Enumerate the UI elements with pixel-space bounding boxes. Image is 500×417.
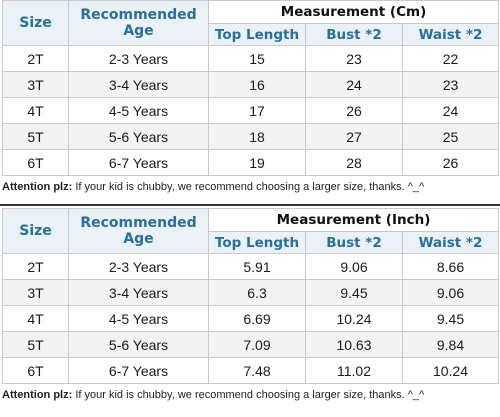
header-measurement: Measurement (Inch) [208,208,499,232]
header-bust: Bust *2 [305,231,403,254]
header-waist: Waist *2 [401,23,500,46]
header-bust: Bust *2 [305,23,403,46]
cell-size: 3T [2,71,69,98]
cell-age: 6-7 Years [68,149,209,176]
table-row: 2T 2-3 Years 5.91 9.06 8.66 [2,253,499,280]
cell-size: 6T [2,149,69,176]
cell-size: 3T [2,279,69,306]
table-row: 4T 4-5 Years 17 26 24 [2,97,500,124]
cell-top-length: 5.91 [208,253,306,280]
cell-size: 2T [2,253,69,280]
cell-age: 4-5 Years [68,305,209,332]
attention-note: Attention plz: If your kid is chubby, we… [0,176,500,198]
header-top-length: Top Length [208,23,306,46]
cell-size: 5T [2,331,69,358]
cell-waist: 8.66 [402,253,499,280]
cell-waist: 22 [401,45,500,72]
cell-bust: 24 [305,71,403,98]
header-measurement: Measurement (Cm) [207,0,500,24]
cell-top-length: 19 [208,149,306,176]
size-chart-cm: Size Recommended Age Measurement (Cm) To… [0,0,500,198]
table-row: 6T 6-7 Years 19 28 26 [2,149,500,176]
cell-bust: 28 [305,149,403,176]
cell-bust: 11.02 [305,357,403,384]
cell-waist: 24 [401,97,500,124]
cell-bust: 27 [305,123,403,150]
cell-bust: 26 [305,97,403,124]
attention-text: If your kid is chubby, we recommend choo… [72,181,425,193]
table-row: 2T 2-3 Years 15 23 22 [2,45,500,72]
cell-size: 6T [2,357,69,384]
cell-age: 5-6 Years [68,123,209,150]
section-divider [0,204,500,206]
cell-age: 3-4 Years [68,279,209,306]
cell-size: 5T [2,123,69,150]
cell-age: 5-6 Years [68,331,209,358]
cell-waist: 9.06 [402,279,499,306]
cell-size: 4T [2,97,69,124]
cell-top-length: 15 [208,45,306,72]
cell-bust: 9.45 [305,279,403,306]
cell-top-length: 6.69 [208,305,306,332]
cell-top-length: 7.48 [208,357,306,384]
table-row: 5T 5-6 Years 7.09 10.63 9.84 [2,331,499,358]
cell-age: 2-3 Years [68,253,209,280]
cell-waist: 10.24 [402,357,499,384]
size-chart-inch: Size Recommended Age Measurement (Inch) … [0,208,500,406]
cell-waist: 23 [401,71,500,98]
cell-size: 2T [2,45,69,72]
table-row: 6T 6-7 Years 7.48 11.02 10.24 [2,357,499,384]
cell-age: 2-3 Years [68,45,209,72]
cell-bust: 9.06 [305,253,403,280]
table-row: 3T 3-4 Years 16 24 23 [2,71,500,98]
table-row: 4T 4-5 Years 6.69 10.24 9.45 [2,305,499,332]
attention-note: Attention plz: If your kid is chubby, we… [0,384,500,406]
cell-top-length: 17 [208,97,306,124]
cell-waist: 9.45 [402,305,499,332]
size-table-inch: Size Recommended Age Measurement (Inch) … [2,208,499,384]
cell-waist: 9.84 [402,331,499,358]
header-waist: Waist *2 [402,231,499,254]
attention-label: Attention plz: [2,181,73,193]
header-size: Size [2,0,69,46]
cell-top-length: 6.3 [208,279,306,306]
header-recommended-age: Recommended Age [68,208,209,254]
cell-size: 4T [2,305,69,332]
cell-age: 3-4 Years [68,71,209,98]
cell-age: 4-5 Years [68,97,209,124]
cell-waist: 25 [401,123,500,150]
cell-bust: 23 [305,45,403,72]
size-table-cm: Size Recommended Age Measurement (Cm) To… [2,0,500,176]
table-row: 5T 5-6 Years 18 27 25 [2,123,500,150]
header-recommended-age: Recommended Age [68,0,209,46]
cell-top-length: 18 [208,123,306,150]
cell-top-length: 7.09 [208,331,306,358]
cell-bust: 10.63 [305,331,403,358]
attention-text: If your kid is chubby, we recommend choo… [72,389,425,401]
cell-age: 6-7 Years [68,357,209,384]
cell-bust: 10.24 [305,305,403,332]
attention-label: Attention plz: [2,389,73,401]
header-size: Size [2,208,69,254]
cell-top-length: 16 [208,71,306,98]
cell-waist: 26 [401,149,500,176]
table-row: 3T 3-4 Years 6.3 9.45 9.06 [2,279,499,306]
header-top-length: Top Length [208,231,306,254]
